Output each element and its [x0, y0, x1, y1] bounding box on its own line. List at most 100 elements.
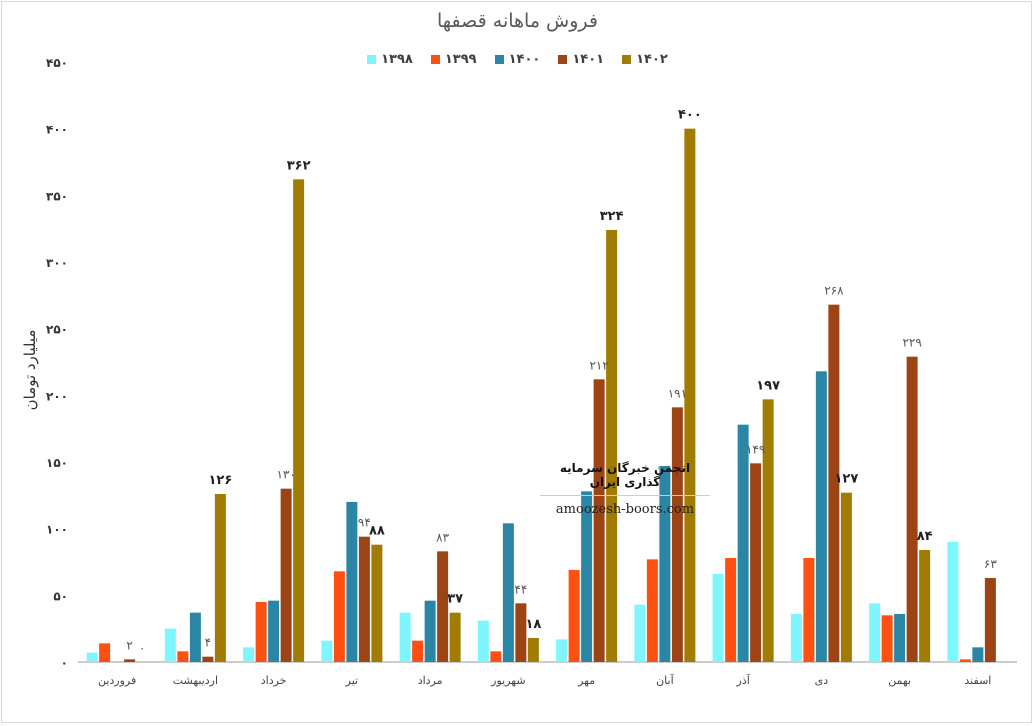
bar-1-2: [164, 628, 176, 662]
bar-5-11: [919, 550, 931, 662]
bar-1-3: [243, 647, 255, 662]
x-tick-label: مهر: [577, 674, 595, 687]
y-tick-label: ۰: [61, 656, 68, 670]
y-tick-label: ۱۰۰: [46, 523, 68, 537]
bar-4-10: [828, 304, 840, 662]
data-label: ۸۴: [917, 529, 933, 544]
data-label: ۱۴۹: [746, 442, 765, 456]
bar-4-6: [515, 603, 527, 662]
bar-4-5: [437, 551, 449, 662]
data-label: ۳۶۲: [287, 158, 311, 173]
bar-1-1: [86, 652, 98, 662]
data-label: ۴۴: [514, 582, 527, 596]
bar-4-9: [750, 463, 762, 662]
y-tick-label: ۴۵۰: [46, 56, 68, 70]
x-tick-label: شهریور: [490, 674, 525, 687]
bar-4-2: [202, 656, 214, 662]
x-tick-label: اردیبهشت: [173, 674, 218, 687]
x-tick-label: آبان: [656, 673, 674, 687]
legend-label: ۱۳۹۸: [381, 52, 413, 67]
x-tick-label: مرداد: [418, 674, 443, 687]
legend-swatch: [558, 55, 568, 64]
bar-3-9: [737, 424, 749, 662]
legend-item: ۱۴۰۰: [494, 52, 541, 67]
data-label: ۳۷: [447, 592, 463, 607]
bar-3-4: [346, 502, 358, 662]
legend-item: ۱۴۰۱: [558, 52, 604, 67]
x-tick-label: تیر: [345, 674, 358, 687]
bar-1-4: [321, 640, 333, 662]
data-label: ۹۴: [358, 516, 371, 530]
data-label: ۴۰۰: [678, 108, 702, 123]
watermark: انجمن خبرگان سرمایه گذاری ایران amoozesh…: [540, 461, 710, 517]
bar-2-4: [333, 571, 345, 662]
bar-4-4: [358, 536, 370, 662]
legend-item: ۱۳۹۹: [430, 52, 477, 67]
bar-5-4: [371, 544, 383, 662]
bar-5-5: [449, 612, 461, 662]
bar-4-3: [280, 488, 292, 662]
data-label: ۲۶۸: [824, 284, 844, 298]
bar-1-11: [869, 603, 881, 662]
legend-item: ۱۴۰۲: [622, 52, 668, 67]
bar-2-8: [646, 559, 658, 662]
bar-4-1: [124, 659, 136, 662]
bar-4-11: [906, 356, 918, 662]
legend-swatch: [367, 55, 377, 64]
bar-1-12: [947, 542, 959, 662]
x-tick-label: اسفند: [964, 674, 991, 687]
bar-5-7: [606, 230, 618, 662]
bar-2-9: [725, 558, 737, 662]
bar-1-6: [477, 620, 489, 662]
bar-5-8: [684, 128, 696, 662]
data-label: ۸۸: [369, 524, 385, 539]
bar-3-2: [189, 612, 201, 662]
bar-3-8: [659, 466, 671, 662]
data-label: ۰: [139, 641, 145, 655]
legend-label: ۱۴۰۰: [508, 52, 541, 67]
bar-2-12: [959, 659, 971, 662]
watermark-url: amoozesh-boors.com: [555, 502, 695, 517]
legend-label: ۱۳۹۹: [444, 52, 477, 67]
bar-1-10: [790, 614, 802, 662]
bar-3-7: [581, 491, 593, 662]
bar-2-3: [255, 602, 267, 662]
bar-3-6: [502, 523, 514, 662]
bar-1-7: [556, 639, 568, 662]
x-tick-label: خرداد: [261, 674, 287, 687]
bar-3-12: [972, 647, 984, 662]
y-tick-label: ۵۰: [53, 589, 68, 603]
data-label: ۱۹۷: [756, 378, 780, 393]
legend-label: ۱۴۰۱: [572, 52, 605, 67]
bar-3-5: [424, 600, 436, 662]
bar-4-8: [671, 407, 683, 662]
legend-swatch: [494, 55, 504, 64]
y-tick-label: ۲۰۰: [46, 389, 68, 403]
bar-5-6: [527, 638, 539, 662]
bar-2-11: [881, 615, 893, 662]
bar-1-9: [712, 574, 724, 662]
chart-title: فروش ماهانه قصفها: [437, 10, 598, 32]
data-label: ۱۲۷: [834, 472, 858, 487]
bar-2-7: [568, 570, 580, 662]
y-tick-label: ۳۵۰: [46, 189, 68, 203]
bar-2-1: [99, 643, 111, 662]
legend-label: ۱۴۰۲: [636, 52, 668, 67]
x-tick-label: بهمن: [888, 674, 911, 687]
bar-5-3: [293, 179, 305, 663]
data-label: ۲۱۲: [589, 358, 608, 372]
watermark-divider: [540, 495, 710, 496]
y-tick-label: ۳۰۰: [46, 256, 68, 270]
bar-5-10: [840, 492, 852, 662]
y-tick-label: ۱۵۰: [46, 456, 68, 470]
watermark-title: انجمن خبرگان سرمایه گذاری ایران: [559, 461, 691, 489]
data-label: ۱۳۰: [276, 468, 295, 482]
x-tick-label: فروردین: [98, 674, 136, 687]
legend-item: ۱۳۹۸: [367, 52, 413, 67]
data-label: ۳۲۴: [600, 209, 624, 224]
x-tick-label: آذر: [735, 673, 750, 687]
x-tick-label: دی: [815, 674, 829, 687]
bar-2-5: [412, 640, 424, 662]
